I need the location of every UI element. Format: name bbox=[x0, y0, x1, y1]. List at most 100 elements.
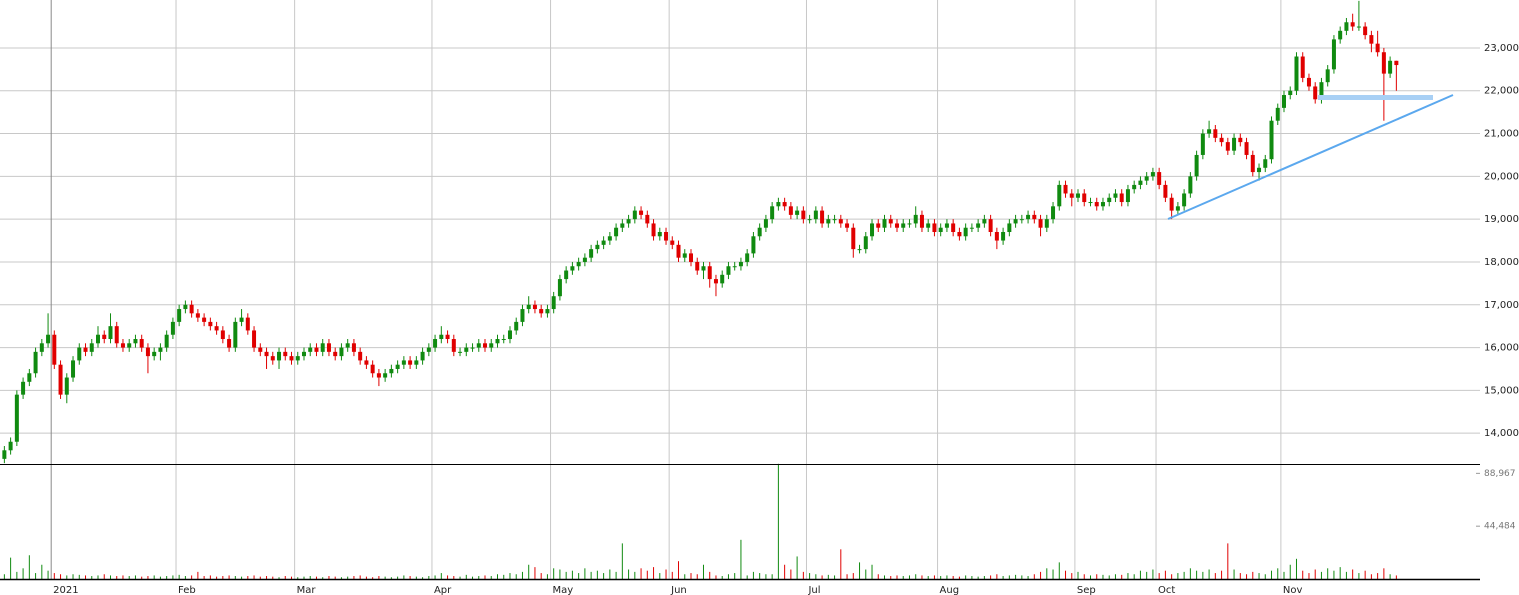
candle-body bbox=[907, 223, 912, 225]
candle-body bbox=[757, 227, 762, 237]
candle-body bbox=[795, 210, 800, 215]
candle-body bbox=[395, 364, 400, 369]
candle-body bbox=[944, 223, 949, 228]
candle-body bbox=[401, 360, 406, 365]
candle-body bbox=[1119, 193, 1124, 203]
candle-body bbox=[1269, 120, 1274, 160]
candle-body bbox=[1188, 176, 1193, 194]
candle-body bbox=[451, 339, 456, 352]
candle-body bbox=[670, 240, 675, 245]
candle-body bbox=[1263, 159, 1268, 168]
candle-body bbox=[483, 343, 488, 348]
labels: 14,000 15,000 16,000 17,000 18,000 19,000 20,0… bbox=[53, 43, 1519, 595]
candle-body bbox=[339, 347, 344, 357]
candle-body bbox=[969, 227, 974, 229]
candle-body bbox=[1275, 107, 1280, 121]
candle-body bbox=[1232, 137, 1237, 151]
candle-body bbox=[807, 219, 812, 221]
candle-body bbox=[145, 347, 150, 357]
candle-body bbox=[1381, 52, 1386, 74]
trend-line bbox=[1167, 94, 1454, 220]
candle-body bbox=[314, 347, 319, 352]
candle-body bbox=[926, 223, 931, 228]
candle-body bbox=[1007, 223, 1012, 232]
candle-body bbox=[102, 334, 107, 340]
candle-body bbox=[170, 321, 175, 335]
candle-body bbox=[526, 304, 531, 310]
candle-body bbox=[1300, 56, 1305, 78]
candle-body bbox=[139, 339, 144, 348]
candle-body bbox=[832, 219, 837, 221]
candle-body bbox=[458, 351, 463, 353]
candle-body bbox=[1194, 154, 1199, 177]
candle-body bbox=[963, 227, 968, 237]
candle-body bbox=[358, 351, 363, 361]
candle-body bbox=[707, 266, 712, 280]
candle-body bbox=[545, 309, 550, 314]
candle-body bbox=[720, 274, 725, 284]
x-tick-label: May bbox=[553, 585, 574, 595]
candle-body bbox=[982, 219, 987, 224]
x-tick-label: Sep bbox=[1077, 585, 1096, 595]
candle-body bbox=[838, 219, 843, 224]
y-tick-label: 19,000 bbox=[1484, 214, 1519, 225]
candle-body bbox=[345, 343, 350, 348]
candle-body bbox=[1144, 176, 1149, 181]
candle-body bbox=[888, 219, 893, 224]
candle-body bbox=[776, 202, 781, 207]
candle-body bbox=[1394, 60, 1399, 66]
candle-body bbox=[108, 326, 113, 340]
candle-body bbox=[551, 296, 556, 310]
x-tick-label: Mar bbox=[297, 585, 317, 595]
candle-body bbox=[33, 351, 38, 374]
candle-body bbox=[532, 304, 537, 310]
candle-body bbox=[682, 253, 687, 258]
candle-body bbox=[664, 232, 669, 241]
x-tick-label: Jun bbox=[670, 585, 687, 595]
candle-body bbox=[870, 223, 875, 237]
candle-body bbox=[1375, 43, 1380, 53]
candle-body bbox=[189, 304, 194, 314]
candle-body bbox=[1063, 184, 1068, 194]
candle-body bbox=[464, 347, 469, 352]
candle-body bbox=[1125, 189, 1130, 203]
candle-body bbox=[501, 339, 506, 341]
candle-body bbox=[46, 334, 51, 344]
candle-body bbox=[277, 351, 282, 361]
candle-body bbox=[1356, 26, 1361, 28]
candle-body bbox=[1100, 202, 1105, 207]
candle-body bbox=[495, 339, 500, 344]
candle-body bbox=[913, 214, 918, 224]
candle-body bbox=[64, 377, 69, 395]
x-tick-label: 2021 bbox=[53, 585, 78, 595]
candle-body bbox=[133, 339, 138, 344]
candle-body bbox=[1213, 129, 1218, 138]
candle-body bbox=[951, 223, 956, 232]
y-tick-label: 22,000 bbox=[1484, 86, 1519, 97]
candle-body bbox=[1369, 35, 1374, 44]
x-tick-label: Jul bbox=[807, 585, 820, 595]
candle-body bbox=[1082, 193, 1087, 203]
candle-body bbox=[801, 210, 806, 220]
candle-body bbox=[688, 253, 693, 262]
candle-body bbox=[988, 219, 993, 232]
candle-body bbox=[364, 360, 369, 365]
candle-body bbox=[21, 381, 26, 395]
candle-body bbox=[1032, 214, 1037, 220]
candle-body bbox=[183, 304, 188, 310]
candle-body bbox=[851, 227, 856, 250]
candle-body bbox=[614, 227, 619, 237]
candle-body bbox=[738, 261, 743, 267]
candle-body bbox=[2, 450, 7, 459]
candle-body bbox=[1350, 22, 1355, 27]
candle-body bbox=[333, 351, 338, 357]
candle-body bbox=[576, 261, 581, 267]
candle-body bbox=[89, 343, 94, 352]
y2-tick-label: 44,484 bbox=[1484, 522, 1516, 532]
candle-body bbox=[351, 343, 356, 352]
marks bbox=[2, 0, 1399, 579]
candle-body bbox=[632, 210, 637, 220]
candle-body bbox=[1319, 82, 1324, 100]
candle-body bbox=[857, 249, 862, 251]
candle-body bbox=[620, 223, 625, 228]
